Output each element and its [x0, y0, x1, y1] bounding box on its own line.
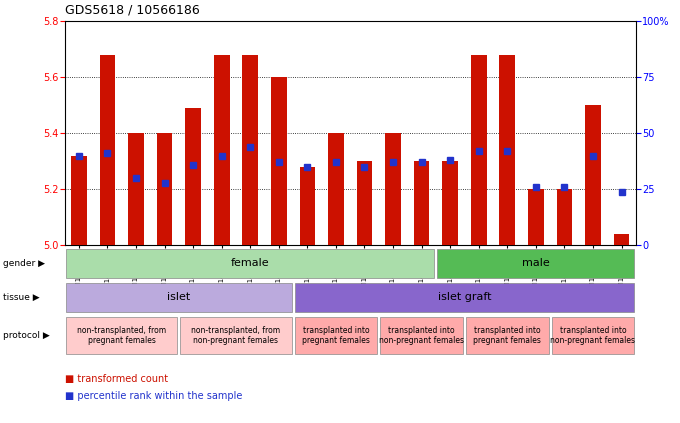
Bar	[185, 108, 201, 245]
Bar	[466, 317, 549, 354]
Bar	[180, 317, 292, 354]
Text: transplanted into
pregnant females: transplanted into pregnant females	[302, 326, 370, 345]
Text: gender ▶: gender ▶	[3, 259, 46, 268]
Bar	[271, 77, 287, 245]
Text: transplanted into
non-pregnant females: transplanted into non-pregnant females	[551, 326, 635, 345]
Bar	[499, 55, 515, 245]
Text: ■ transformed count: ■ transformed count	[65, 374, 168, 385]
Text: ■ percentile rank within the sample: ■ percentile rank within the sample	[65, 391, 242, 401]
Bar	[380, 317, 463, 354]
Bar	[356, 161, 373, 245]
Text: transplanted into
pregnant females: transplanted into pregnant females	[473, 326, 541, 345]
Bar	[242, 55, 258, 245]
Bar	[328, 133, 344, 245]
Bar	[385, 133, 401, 245]
Bar	[471, 55, 487, 245]
Bar	[99, 55, 116, 245]
Bar	[66, 317, 177, 354]
Bar	[413, 161, 430, 245]
Text: non-transplanted, from
non-pregnant females: non-transplanted, from non-pregnant fema…	[191, 326, 281, 345]
Text: GDS5618 / 10566186: GDS5618 / 10566186	[65, 4, 199, 17]
Bar	[528, 189, 544, 245]
Bar	[156, 133, 173, 245]
Text: islet graft: islet graft	[438, 292, 491, 302]
Text: female: female	[231, 258, 269, 268]
Bar	[128, 133, 144, 245]
Bar	[66, 283, 292, 312]
Bar	[294, 283, 634, 312]
Text: protocol ▶: protocol ▶	[3, 331, 50, 340]
Bar	[214, 55, 230, 245]
Bar	[71, 156, 87, 245]
Bar	[556, 189, 573, 245]
Bar	[294, 317, 377, 354]
Bar	[442, 161, 458, 245]
Bar	[613, 234, 630, 245]
Text: transplanted into
non-pregnant females: transplanted into non-pregnant females	[379, 326, 464, 345]
Bar	[551, 317, 634, 354]
Bar	[585, 105, 601, 245]
Text: non-transplanted, from
pregnant females: non-transplanted, from pregnant females	[77, 326, 167, 345]
Text: male: male	[522, 258, 549, 268]
Text: islet: islet	[167, 292, 190, 302]
Text: tissue ▶: tissue ▶	[3, 293, 40, 302]
Bar	[437, 249, 634, 278]
Bar	[299, 167, 316, 245]
Bar	[66, 249, 435, 278]
